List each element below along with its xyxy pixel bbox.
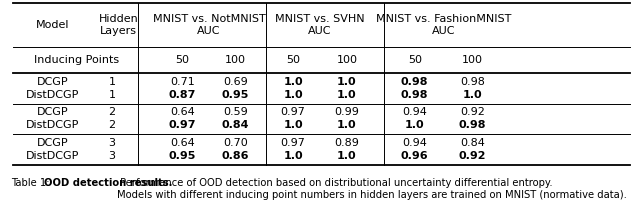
Text: Performance of OOD detection based on distributional uncertainty differential en: Performance of OOD detection based on di… bbox=[117, 178, 627, 200]
Text: MNIST vs. FashionMNIST
AUC: MNIST vs. FashionMNIST AUC bbox=[376, 14, 511, 36]
Text: DistDCGP: DistDCGP bbox=[26, 90, 79, 100]
Text: 0.95: 0.95 bbox=[222, 90, 249, 100]
Text: 0.97: 0.97 bbox=[281, 138, 305, 148]
Text: 50: 50 bbox=[175, 55, 189, 65]
Text: 1.0: 1.0 bbox=[284, 90, 303, 100]
Text: 1.0: 1.0 bbox=[337, 90, 356, 100]
Text: 100: 100 bbox=[225, 55, 246, 65]
Text: 100: 100 bbox=[337, 55, 357, 65]
Text: 1.0: 1.0 bbox=[463, 90, 482, 100]
Text: DCGP: DCGP bbox=[36, 107, 68, 117]
Text: 1.0: 1.0 bbox=[337, 121, 356, 130]
Text: 0.92: 0.92 bbox=[460, 107, 484, 117]
Text: 0.71: 0.71 bbox=[170, 77, 195, 87]
Text: Table 1:: Table 1: bbox=[12, 178, 53, 188]
Text: 0.98: 0.98 bbox=[460, 77, 484, 87]
Text: 1.0: 1.0 bbox=[337, 77, 356, 87]
Text: 0.92: 0.92 bbox=[459, 151, 486, 161]
Text: 3: 3 bbox=[109, 151, 115, 161]
Text: Model: Model bbox=[36, 20, 69, 30]
Text: 50: 50 bbox=[286, 55, 300, 65]
Text: 100: 100 bbox=[462, 55, 483, 65]
Text: DCGP: DCGP bbox=[36, 77, 68, 87]
Text: 1: 1 bbox=[109, 90, 115, 100]
Text: DCGP: DCGP bbox=[36, 138, 68, 148]
Text: 0.97: 0.97 bbox=[281, 107, 305, 117]
Text: 1.0: 1.0 bbox=[284, 151, 303, 161]
Text: 0.98: 0.98 bbox=[459, 121, 486, 130]
Text: 0.86: 0.86 bbox=[222, 151, 249, 161]
Text: 0.94: 0.94 bbox=[403, 138, 427, 148]
Text: 1.0: 1.0 bbox=[337, 151, 356, 161]
Text: 2: 2 bbox=[108, 121, 116, 130]
Text: 3: 3 bbox=[109, 138, 115, 148]
Text: 0.98: 0.98 bbox=[401, 77, 428, 87]
Text: MNIST vs. SVHN
AUC: MNIST vs. SVHN AUC bbox=[275, 14, 365, 36]
Text: 0.64: 0.64 bbox=[170, 138, 195, 148]
Text: 0.64: 0.64 bbox=[170, 107, 195, 117]
Text: 2: 2 bbox=[108, 107, 116, 117]
Text: 0.84: 0.84 bbox=[460, 138, 484, 148]
Text: 0.98: 0.98 bbox=[401, 90, 428, 100]
Text: 0.70: 0.70 bbox=[223, 138, 248, 148]
Text: 0.69: 0.69 bbox=[223, 77, 248, 87]
Text: 0.94: 0.94 bbox=[403, 107, 427, 117]
Text: 0.89: 0.89 bbox=[335, 138, 359, 148]
Text: 0.59: 0.59 bbox=[223, 107, 248, 117]
Text: 0.95: 0.95 bbox=[169, 151, 196, 161]
Text: 1.0: 1.0 bbox=[284, 121, 303, 130]
Text: OOD detection results.: OOD detection results. bbox=[44, 178, 172, 188]
Text: 1.0: 1.0 bbox=[405, 121, 424, 130]
Text: Hidden
Layers: Hidden Layers bbox=[99, 14, 138, 36]
Text: Inducing Points: Inducing Points bbox=[34, 55, 120, 65]
Text: 0.96: 0.96 bbox=[401, 151, 429, 161]
Text: DistDCGP: DistDCGP bbox=[26, 151, 79, 161]
Text: 0.84: 0.84 bbox=[222, 121, 249, 130]
Text: MNIST vs. NotMNIST
AUC: MNIST vs. NotMNIST AUC bbox=[152, 14, 266, 36]
Text: 0.99: 0.99 bbox=[335, 107, 359, 117]
Text: 0.87: 0.87 bbox=[169, 90, 196, 100]
Text: 1: 1 bbox=[109, 77, 115, 87]
Text: 1.0: 1.0 bbox=[284, 77, 303, 87]
Text: DistDCGP: DistDCGP bbox=[26, 121, 79, 130]
Text: 0.97: 0.97 bbox=[169, 121, 196, 130]
Text: 50: 50 bbox=[408, 55, 422, 65]
